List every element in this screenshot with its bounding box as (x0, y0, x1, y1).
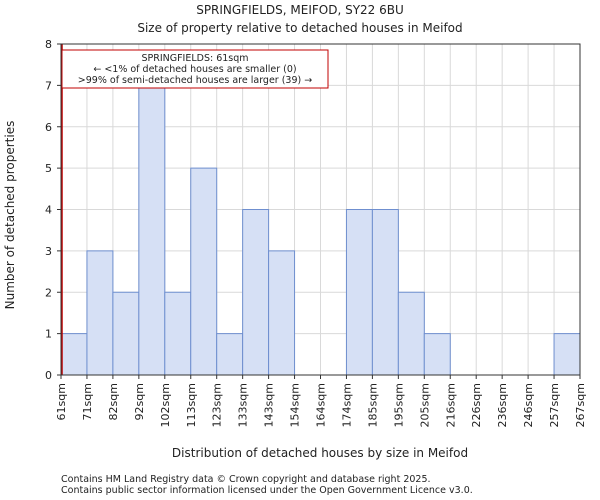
bar-133sqm (242, 209, 270, 376)
x-axis-label: Distribution of detached houses by size … (172, 446, 468, 460)
x-tick-label-246sqm: 246sqm (522, 383, 535, 427)
annotation-line-1: SPRINGFIELDS: 61sqm (141, 53, 248, 64)
bar-257sqm (553, 333, 581, 376)
x-tick-label-174sqm: 174sqm (340, 383, 353, 427)
x-tick-label-61sqm: 61sqm (55, 383, 68, 420)
bar-61sqm (60, 333, 88, 376)
bar-71sqm (86, 250, 114, 376)
x-tick-label-185sqm: 185sqm (366, 383, 379, 427)
bar-205sqm (423, 333, 451, 376)
annotation-line-2: ← <1% of detached houses are smaller (0) (93, 64, 296, 75)
y-tick-label-3: 3 (45, 245, 52, 258)
bar-185sqm (371, 209, 399, 376)
y-tick-label-0: 0 (45, 369, 52, 382)
bar-92sqm (138, 84, 166, 376)
x-tick-label-236sqm: 236sqm (496, 383, 509, 427)
chart-subtitle: Size of property relative to detached ho… (137, 21, 462, 35)
x-tick-label-113sqm: 113sqm (185, 383, 198, 427)
bar-82sqm (112, 291, 140, 376)
bar-174sqm (345, 209, 373, 376)
x-tick-label-257sqm: 257sqm (548, 383, 561, 427)
x-tick-label-133sqm: 133sqm (237, 383, 250, 427)
x-tick-label-267sqm: 267sqm (574, 383, 587, 427)
x-tick-label-164sqm: 164sqm (315, 383, 328, 427)
y-tick-label-4: 4 (45, 204, 52, 217)
bar-113sqm (190, 167, 218, 376)
x-tick-label-154sqm: 154sqm (289, 383, 302, 427)
annotation-line-3: >99% of semi-detached houses are larger … (78, 75, 312, 86)
y-tick-label-5: 5 (45, 162, 52, 175)
bar-123sqm (216, 333, 244, 376)
y-tick-label-6: 6 (45, 121, 52, 134)
x-axis-ticks: 61sqm 71sqm 82sqm 92sqm 102sqm 113sqm 123sqm 13… (55, 375, 587, 427)
x-tick-label-71sqm: 71sqm (81, 383, 94, 420)
y-tick-label-7: 7 (45, 79, 52, 92)
bar-143sqm (268, 250, 296, 376)
y-axis-ticks: 0 1 2 3 4 5 6 7 8 (45, 38, 61, 382)
x-tick-label-102sqm: 102sqm (159, 383, 172, 427)
chart-title: SPRINGFIELDS, MEIFOD, SY22 6BU (196, 3, 404, 17)
y-tick-label-1: 1 (45, 328, 52, 341)
bar-195sqm (397, 291, 425, 376)
bar-102sqm (164, 291, 192, 376)
footer-line-2: Contains public sector information licen… (61, 485, 473, 496)
x-tick-label-143sqm: 143sqm (263, 383, 276, 427)
x-tick-label-226sqm: 226sqm (470, 383, 483, 427)
bars (60, 84, 581, 376)
x-tick-label-123sqm: 123sqm (211, 383, 224, 427)
x-tick-label-195sqm: 195sqm (392, 383, 405, 427)
x-tick-label-82sqm: 82sqm (107, 383, 120, 420)
y-axis-label: Number of detached properties (3, 121, 17, 310)
footer-line-1: Contains HM Land Registry data © Crown c… (61, 474, 431, 485)
annotation-box: SPRINGFIELDS: 61sqm ← <1% of detached ho… (61, 49, 329, 89)
x-tick-label-92sqm: 92sqm (133, 383, 146, 420)
y-tick-label-8: 8 (45, 38, 52, 51)
x-tick-label-216sqm: 216sqm (444, 383, 457, 427)
annotation-frame (61, 49, 329, 89)
y-tick-label-2: 2 (45, 286, 52, 299)
x-tick-label-205sqm: 205sqm (418, 383, 431, 427)
